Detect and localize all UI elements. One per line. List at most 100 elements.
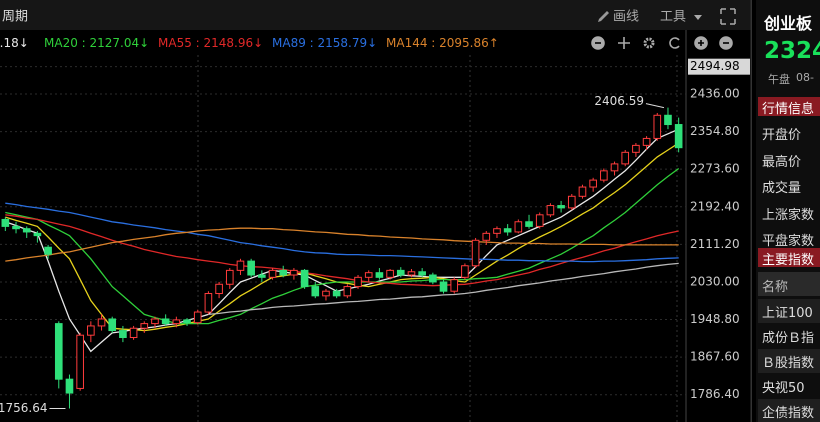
candle-body [343, 286, 352, 297]
plot: 2494.98 2436.00 2354.80 2273.60 2192.40 2111.… [0, 58, 750, 415]
candle-body [97, 318, 106, 327]
chart: 周期 画线 工具 2494.98 2436.00 2354.80 2273.60 219… [0, 0, 752, 422]
quote-row[interactable]: 上涨家数 [762, 207, 815, 223]
low-label: 1756.64 [0, 401, 47, 415]
legend-entry: 3.18↓ [0, 36, 29, 50]
candle-body [386, 269, 394, 278]
index-row[interactable]: 上证100 [762, 306, 813, 321]
y-tick-label: 1786.40 [690, 387, 740, 401]
candle-body [514, 221, 523, 233]
candle-body [119, 330, 127, 339]
y-tick-label: 2192.40 [690, 199, 740, 213]
candle-body [546, 205, 555, 216]
candle-body [664, 114, 672, 126]
pencil-icon [598, 11, 609, 22]
candle-body [225, 269, 234, 285]
legend-entry: MA20 : 2127.04↓ [44, 36, 150, 50]
draw-button[interactable]: 画线 [613, 10, 639, 25]
candle-body [600, 170, 608, 181]
candle-body [300, 269, 309, 288]
candle-body [290, 269, 298, 276]
candle-body [471, 239, 480, 267]
candle-body [375, 272, 384, 278]
candle-body [439, 281, 448, 292]
icon-part [698, 40, 704, 46]
candle-body [87, 325, 95, 336]
ma-line [208, 262, 679, 316]
header-bar [758, 248, 820, 267]
row-bg [758, 399, 820, 422]
ma-line [5, 167, 680, 325]
candle-body [33, 232, 42, 237]
price-tag [688, 58, 750, 75]
index-row[interactable]: 成份Ｂ指 [762, 331, 815, 346]
candle-body [108, 318, 117, 332]
candle-body [557, 205, 565, 209]
quote-row[interactable]: 成交量 [762, 181, 802, 196]
refresh-icon[interactable] [669, 37, 680, 49]
legend-entry: MA55 : 2148.96↓ [158, 36, 264, 50]
ma-line [5, 128, 679, 353]
candle-body [450, 279, 459, 292]
index-row[interactable]: Ｂ股指数 [762, 356, 815, 371]
session: 午盘 [768, 73, 790, 86]
high-label: 2406.59 [594, 94, 644, 108]
candle-body [429, 274, 437, 283]
y-tick-label: 2494.98 [690, 59, 740, 73]
quote-row[interactable]: 平盘家数 [762, 234, 815, 249]
tools-button[interactable]: 工具 [660, 10, 686, 25]
quote-row[interactable]: 开盘价 [762, 128, 802, 143]
period-button[interactable]: 周期 [2, 10, 28, 25]
quote-row[interactable]: 最高价 [762, 154, 802, 170]
index-row[interactable]: 企债指数 [762, 406, 815, 421]
candle-body [1, 218, 10, 227]
candle-body [215, 283, 223, 295]
y-tick-label: 2436.00 [690, 86, 740, 100]
candle-body [151, 318, 159, 325]
fullscreen-icon[interactable] [720, 8, 736, 25]
column-header: 名称 [762, 280, 789, 295]
quote-header: 行情信息 [762, 102, 815, 117]
index-row[interactable]: 央视50 [762, 381, 805, 396]
candle-body [642, 137, 651, 146]
y-tick-label: 2111.20 [690, 237, 740, 251]
row-bg [758, 299, 820, 323]
candle-body [172, 319, 181, 325]
candle-body [396, 269, 405, 276]
candle-body [503, 228, 512, 233]
candle-body [22, 228, 31, 233]
settings-icon[interactable] [643, 37, 655, 49]
candle-body [161, 318, 170, 325]
y-tick-label: 2030.00 [690, 274, 740, 288]
date: 08- [796, 71, 814, 84]
chart-tools [591, 36, 733, 50]
candle-body [258, 274, 266, 278]
arrow [645, 103, 665, 109]
side-panel: 创业板 2324 午盘 08- 行情信息 主要指数 名称 开盘价最高价成交量上涨… [756, 0, 820, 422]
candle-body [535, 214, 544, 227]
index-header: 主要指数 [762, 253, 815, 268]
candle-body [129, 327, 138, 339]
legend-entry: MA89 : 2158.79↓ [272, 36, 378, 50]
ma-line [5, 227, 679, 262]
candle-body [236, 260, 245, 271]
index-price: 2324 [764, 38, 820, 64]
candle-body [407, 271, 416, 276]
candle-body [279, 269, 288, 276]
candle-body [44, 246, 52, 255]
candle-body [76, 334, 84, 389]
toolbar-bg [0, 0, 752, 30]
column-bar [758, 272, 820, 296]
candle-body [193, 311, 202, 324]
candle-body [140, 323, 149, 329]
candle-body [482, 232, 491, 241]
dropdown-icon [694, 15, 702, 20]
index-name: 创业板 [764, 14, 813, 33]
y-tick-label: 2273.60 [690, 162, 740, 176]
y-tick-label: 2354.80 [690, 124, 740, 138]
candle-body [461, 265, 469, 278]
candle-body [54, 323, 63, 380]
candle-body [65, 378, 74, 394]
candle-body [653, 114, 662, 139]
move-icon[interactable] [618, 37, 630, 49]
